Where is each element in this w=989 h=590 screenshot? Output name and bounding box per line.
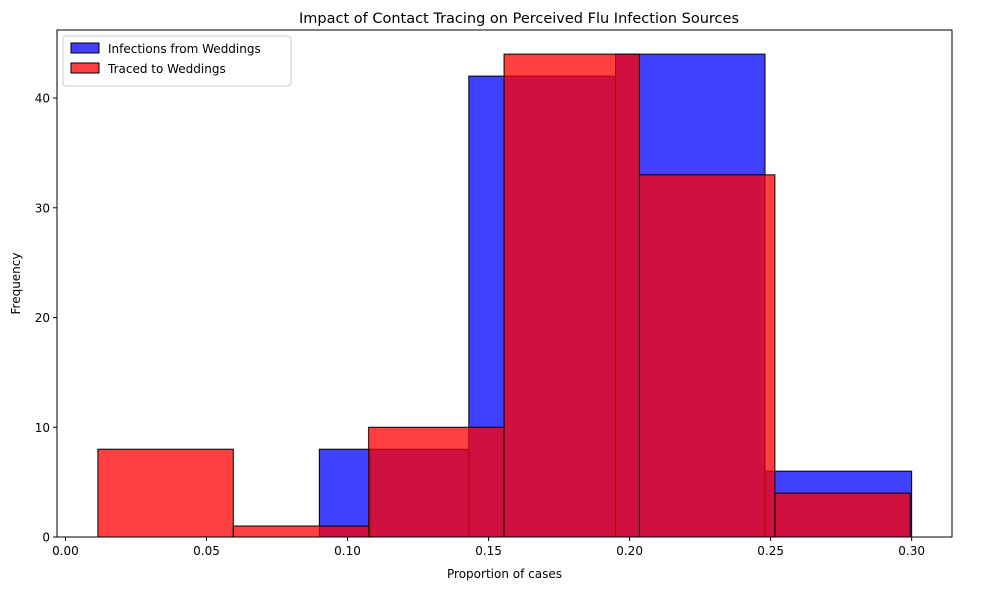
plot-frame: [56, 29, 953, 538]
y-tick-label: 10: [35, 421, 50, 435]
x-tick-label: 0.25: [757, 544, 784, 558]
y-tick-label: 0: [42, 531, 50, 545]
x-tick-label: 0.20: [616, 544, 643, 558]
bar-series-1-bin-5: [774, 492, 911, 538]
bar-series-1-bin-1: [232, 525, 370, 538]
legend: Infections from Weddings Traced to Weddin…: [62, 35, 292, 87]
bar-series-1-bin-2: [368, 426, 505, 538]
bars-layer: [97, 53, 913, 538]
bar-series-1-bin-0: [97, 448, 234, 538]
chart-title: Impact of Contact Tracing on Perceived F…: [299, 11, 739, 27]
y-tick-label: 40: [35, 92, 50, 106]
bar-series-0-bin-0: [318, 448, 371, 538]
x-tick-label: 0.05: [193, 544, 220, 558]
y-axis-ticks: 0 10 20 30 40: [35, 92, 57, 545]
y-axis-label: Frequency: [9, 253, 23, 315]
x-axis-label: Proportion of cases: [447, 567, 562, 581]
legend-label: Traced to Weddings: [107, 62, 226, 76]
x-tick-label: 0.00: [52, 544, 79, 558]
x-tick-label: 0.30: [898, 544, 925, 558]
legend-swatch: [70, 62, 100, 74]
x-tick-label: 0.15: [475, 544, 502, 558]
x-axis-ticks: 0.00 0.05 0.10 0.15 0.20 0.25 0.30: [52, 537, 925, 558]
legend-frame: [62, 35, 292, 87]
x-tick-label: 0.10: [334, 544, 361, 558]
bar-series-1-bin-4: [638, 174, 776, 538]
legend-label: Infections from Weddings: [108, 42, 261, 56]
legend-swatch: [70, 42, 100, 54]
y-tick-label: 30: [35, 201, 50, 215]
bar-series-1-bin-3: [503, 53, 640, 538]
y-tick-label: 20: [35, 311, 50, 325]
